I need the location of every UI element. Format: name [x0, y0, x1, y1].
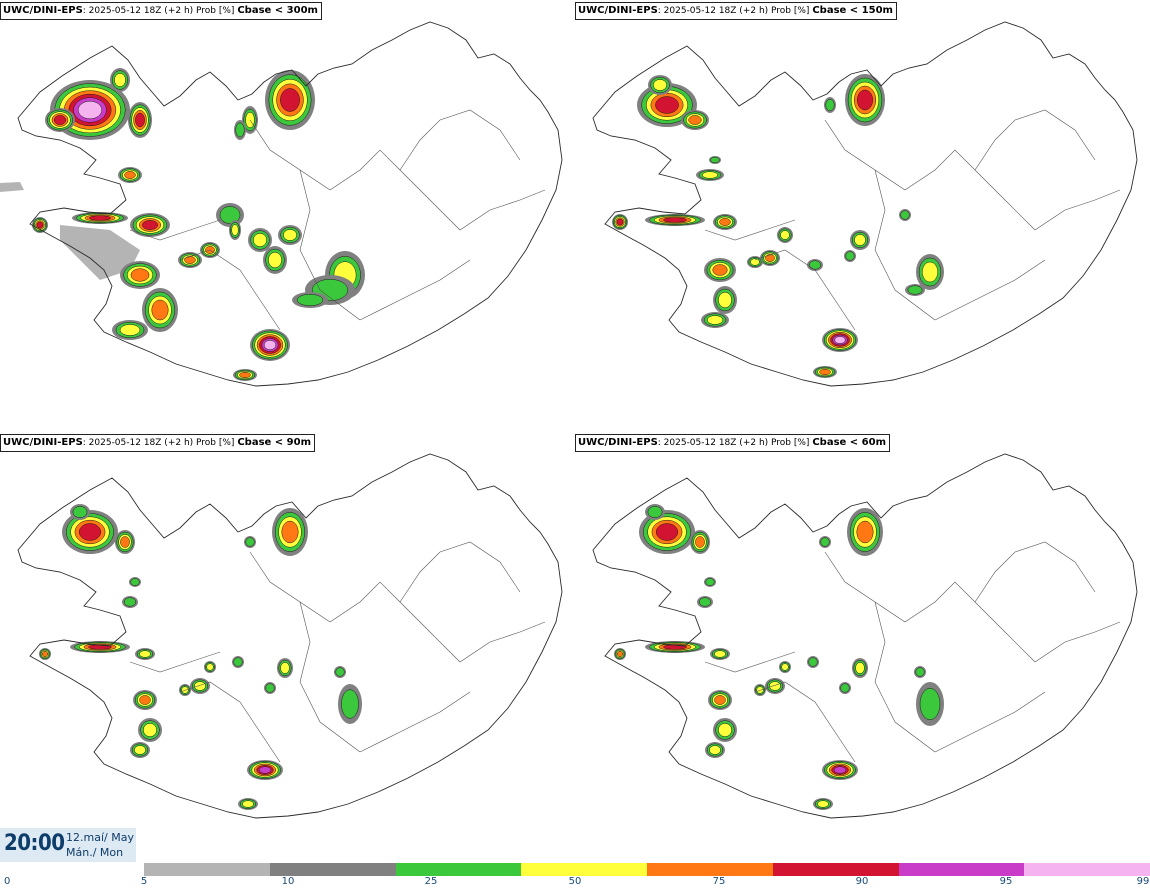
iceland-map: [17, 453, 563, 819]
region-border: [299, 601, 361, 753]
panel-header: UWC/DINI-EPS: 2025-05-12 18Z (+2 h) Prob…: [0, 2, 322, 20]
region-border: [1034, 621, 1121, 663]
map-panel-cbase-90: UWC/DINI-EPS: 2025-05-12 18Z (+2 h) Prob…: [0, 432, 575, 862]
run-info: : 2025-05-12 18Z (+2 h) Prob [%]: [657, 6, 810, 16]
colorbar-tick: 0: [4, 876, 11, 887]
region-border: [824, 551, 906, 623]
model-name: UWC/DINI-EPS: [3, 5, 83, 16]
colorbar-segment: [772, 863, 899, 876]
colorbar-segment: [144, 863, 270, 876]
region-border: [359, 691, 471, 753]
region-border: [179, 681, 281, 763]
threshold-label: Cbase < 150m: [812, 5, 893, 16]
region-border: [754, 681, 856, 763]
run-info: : 2025-05-12 18Z (+2 h) Prob [%]: [82, 6, 235, 16]
coastline: [592, 21, 1138, 387]
coastline: [17, 453, 563, 819]
region-border: [399, 541, 521, 603]
coastline: [17, 21, 563, 387]
colorbar-tick: 90: [855, 876, 869, 887]
run-info: : 2025-05-12 18Z (+2 h) Prob [%]: [657, 438, 810, 448]
panel-header: UWC/DINI-EPS: 2025-05-12 18Z (+2 h) Prob…: [575, 2, 897, 20]
panel-header: UWC/DINI-EPS: 2025-05-12 18Z (+2 h) Prob…: [575, 434, 890, 452]
probability-field: [614, 504, 944, 810]
colorbar-tick: 50: [568, 876, 582, 887]
region-border: [249, 551, 331, 623]
colorbar-tick: 25: [424, 876, 438, 887]
map-panel-cbase-300: UWC/DINI-EPS: 2025-05-12 18Z (+2 h) Prob…: [0, 0, 575, 430]
region-border: [399, 109, 521, 171]
colorbar-segment: [1024, 863, 1150, 876]
colorbar-segment: [395, 863, 522, 876]
region-border: [754, 249, 856, 331]
region-border: [329, 581, 461, 663]
region-border: [974, 109, 1096, 171]
valid-date: 12.maí/ May: [66, 831, 134, 844]
colorbar-tick: 75: [712, 876, 726, 887]
region-border: [824, 119, 906, 191]
region-border: [299, 169, 361, 321]
region-border: [704, 651, 796, 673]
region-border: [249, 119, 331, 191]
region-border: [904, 149, 1036, 231]
threshold-label: Cbase < 90m: [237, 437, 311, 448]
colorbar-tick: 5: [140, 876, 148, 887]
iceland-map: [592, 21, 1138, 387]
model-name: UWC/DINI-EPS: [578, 5, 658, 16]
colorbar-tick: 95: [999, 876, 1013, 887]
colorbar-segment: [647, 863, 773, 876]
region-border: [129, 219, 221, 241]
coastline: [592, 453, 1138, 819]
region-border: [329, 149, 461, 231]
region-border: [1034, 189, 1121, 231]
colorbar-segment: [898, 863, 1025, 876]
valid-time: 20:00: [4, 831, 65, 856]
colorbar-tick: 10: [281, 876, 295, 887]
region-border: [459, 621, 546, 663]
colorbar-segment: [521, 863, 647, 876]
map-panel-cbase-60: UWC/DINI-EPS: 2025-05-12 18Z (+2 h) Prob…: [575, 432, 1150, 862]
region-border: [874, 169, 936, 321]
threshold-label: Cbase < 60m: [812, 437, 886, 448]
region-border: [129, 651, 221, 673]
region-border: [459, 189, 546, 231]
probability-field: [612, 74, 944, 378]
probability-field: [0, 68, 365, 381]
valid-weekday: Mán./ Mon: [66, 846, 124, 859]
run-info: : 2025-05-12 18Z (+2 h) Prob [%]: [82, 438, 235, 448]
probability-colorbar: 0 5 10 25 50 75 90 95 99: [0, 862, 1150, 891]
model-name: UWC/DINI-EPS: [578, 437, 658, 448]
iceland-map: [592, 453, 1138, 819]
region-border: [179, 249, 281, 331]
region-border: [874, 601, 936, 753]
region-border: [704, 219, 796, 241]
map-panel-cbase-150: UWC/DINI-EPS: 2025-05-12 18Z (+2 h) Prob…: [575, 0, 1150, 430]
iceland-map: [0, 21, 563, 387]
colorbar-tick: 99: [1136, 876, 1150, 887]
valid-time-box: 20:00 12.maí/ May Mán./ Mon: [0, 828, 136, 862]
colorbar-segment: [269, 863, 396, 876]
model-name: UWC/DINI-EPS: [3, 437, 83, 448]
region-border: [904, 581, 1036, 663]
threshold-label: Cbase < 300m: [237, 5, 318, 16]
panel-header: UWC/DINI-EPS: 2025-05-12 18Z (+2 h) Prob…: [0, 434, 315, 452]
region-border: [974, 541, 1096, 603]
colorbar: [144, 863, 1150, 876]
region-border: [934, 691, 1046, 753]
region-border: [359, 259, 471, 321]
probability-field: [39, 504, 362, 810]
region-border: [934, 259, 1046, 321]
